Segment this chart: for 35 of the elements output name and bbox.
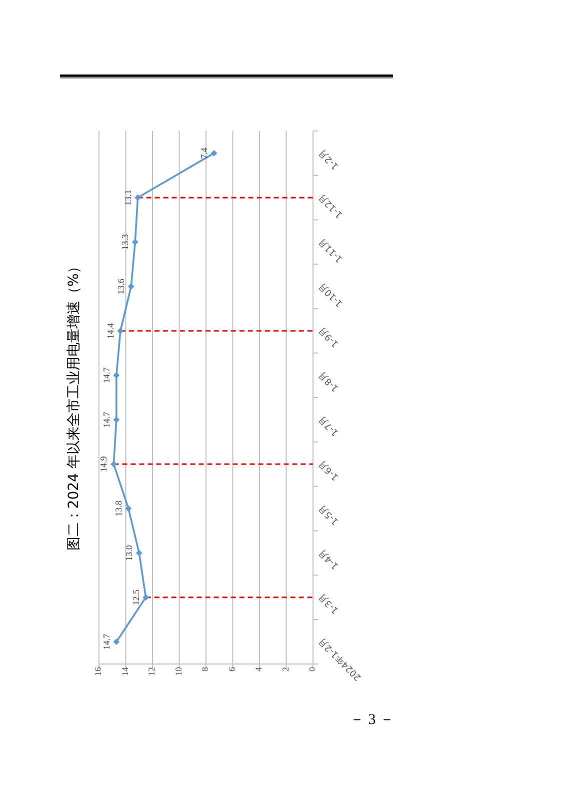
text: － 3 － <box>350 712 394 728</box>
point <box>125 505 132 512</box>
data-label: 13.0 <box>124 544 134 561</box>
data-label: 12.5 <box>130 589 141 606</box>
point <box>110 460 117 468</box>
point <box>142 594 150 601</box>
x-tick-label: 10 <box>173 666 184 676</box>
x-tick-label: 16 <box>93 666 104 676</box>
data-label: 13.8 <box>113 500 124 516</box>
point <box>128 283 134 290</box>
x-tick-label: 8 <box>200 666 210 672</box>
point <box>113 372 120 378</box>
data-label: 13.3 <box>120 234 130 250</box>
point <box>113 638 120 645</box>
point <box>117 328 124 334</box>
point <box>113 416 120 423</box>
point <box>136 550 142 556</box>
data-label: 13.1 <box>122 190 133 206</box>
point <box>134 194 141 201</box>
data-label: 14.4 <box>105 322 116 339</box>
data-label: 7.4 <box>199 147 210 159</box>
x-tick-label: 12 <box>146 667 157 676</box>
data-label: 14.9 <box>98 456 109 472</box>
data-label: 14.7 <box>101 366 112 384</box>
data-label: 14.7 <box>101 411 112 428</box>
data-label: 13.6 <box>116 278 126 294</box>
x-tick-label: 0 <box>307 666 318 672</box>
x-tick-label: 2 <box>280 667 290 672</box>
x-tick-label: 14 <box>120 666 130 676</box>
data-label: 14.7 <box>101 633 112 650</box>
text: 图二：2024 年以来全市工业用电量增速（%） <box>66 259 82 551</box>
point <box>132 238 138 246</box>
x-tick-label: 6 <box>226 666 237 672</box>
x-tick-label: 4 <box>254 666 264 672</box>
point <box>210 150 218 156</box>
